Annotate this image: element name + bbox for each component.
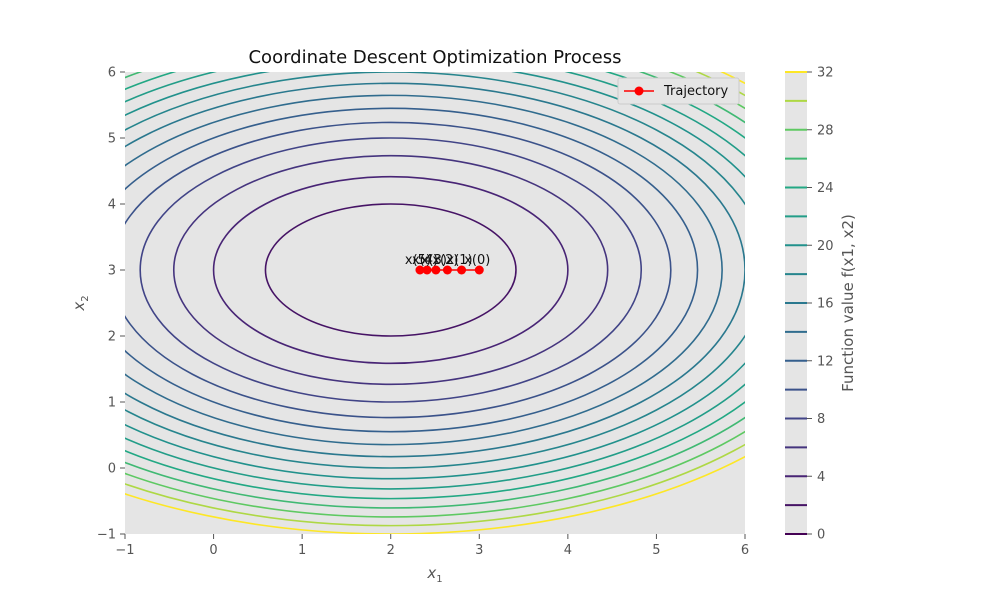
contour-level-22	[125, 72, 745, 490]
x-tick-label: −1	[115, 543, 134, 558]
contour-level-8	[139, 137, 643, 403]
contour-level-26	[125, 72, 745, 509]
colorbar-tick-label: 8	[817, 412, 825, 427]
contour-level-30	[125, 72, 745, 527]
x-axis-ticks: −1 0 1 2 3 4 5 6	[115, 534, 749, 558]
trajectory-point-2	[442, 265, 452, 275]
x-tick-label: 6	[741, 543, 749, 558]
contour-level-14	[125, 94, 723, 446]
trajectory-point-0	[474, 265, 484, 275]
contour-level-10	[125, 121, 672, 419]
legend-label-trajectory: Trajectory	[663, 84, 728, 99]
x-tick-label: 3	[475, 543, 483, 558]
chart-title: Coordinate Descent Optimization Process	[248, 47, 621, 68]
trajectory-point-label-5: x(5)	[405, 253, 431, 268]
colorbar-tick-label: 16	[817, 297, 834, 312]
y-tick-label: 4	[108, 198, 116, 213]
x-axis-title: x1	[426, 564, 442, 585]
x-tick-label: 5	[652, 543, 660, 558]
colorbar-tick-label: 0	[817, 528, 825, 543]
trajectory-point-label-1: x(1)	[447, 253, 473, 268]
trajectory-point-label-2: x(2)	[432, 253, 458, 268]
y-tick-label: 1	[108, 396, 116, 411]
trajectory-point-5	[415, 265, 425, 275]
trajectory-point-1	[457, 265, 467, 275]
trajectory-point-label-3: x(3)	[421, 253, 447, 268]
contour-level-20	[125, 72, 745, 480]
colorbar-tick-label: 32	[817, 66, 834, 81]
colorbar-tick-label: 20	[817, 239, 834, 254]
y-axis-title: x2	[70, 295, 91, 311]
colorbar-tick-label: 24	[817, 181, 834, 196]
contour-level-28	[125, 72, 745, 518]
trajectory-point-4	[422, 265, 432, 275]
y-tick-label: 6	[108, 66, 116, 81]
y-tick-label: 5	[108, 132, 116, 147]
legend: Trajectory	[617, 77, 740, 105]
colorbar-tick-label: 4	[817, 470, 825, 485]
contour-level-18	[125, 72, 745, 469]
trajectory-point-3	[431, 265, 441, 275]
contour-level-24	[125, 72, 745, 500]
contour-level-6	[172, 154, 609, 386]
y-tick-label: 3	[108, 264, 116, 279]
contour-level-12	[125, 107, 699, 433]
legend-box	[617, 77, 740, 105]
legend-marker-trajectory	[634, 86, 644, 96]
colorbar: 0 4 8 12 16 20 24 28 32 Function value f(x1, x2)	[785, 66, 857, 543]
contour-level-2	[264, 203, 517, 337]
x-tick-label: 1	[298, 543, 306, 558]
trajectory-point-label-0: x(0)	[464, 253, 490, 268]
x-tick-label: 4	[564, 543, 572, 558]
trajectory-series: x(0)x(1)x(2)x(3)x(4)x(5)	[405, 253, 490, 275]
y-axis-ticks: −1 0 1 2 3 4 5 6	[97, 66, 125, 543]
x-tick-label: 0	[209, 543, 217, 558]
trajectory-point-label-4: x(4)	[412, 253, 438, 268]
colorbar-tick-label: 28	[817, 123, 834, 138]
y-tick-label: 2	[108, 330, 116, 345]
x-tick-label: 2	[387, 543, 395, 558]
contour-lines	[125, 72, 745, 534]
contour-level-4	[212, 175, 569, 365]
y-tick-label: −1	[97, 528, 116, 543]
y-tick-label: 0	[108, 462, 116, 477]
contour-level-16	[125, 82, 745, 458]
colorbar-tick-label: 12	[817, 354, 834, 369]
colorbar-label: Function value f(x1, x2)	[839, 214, 857, 392]
